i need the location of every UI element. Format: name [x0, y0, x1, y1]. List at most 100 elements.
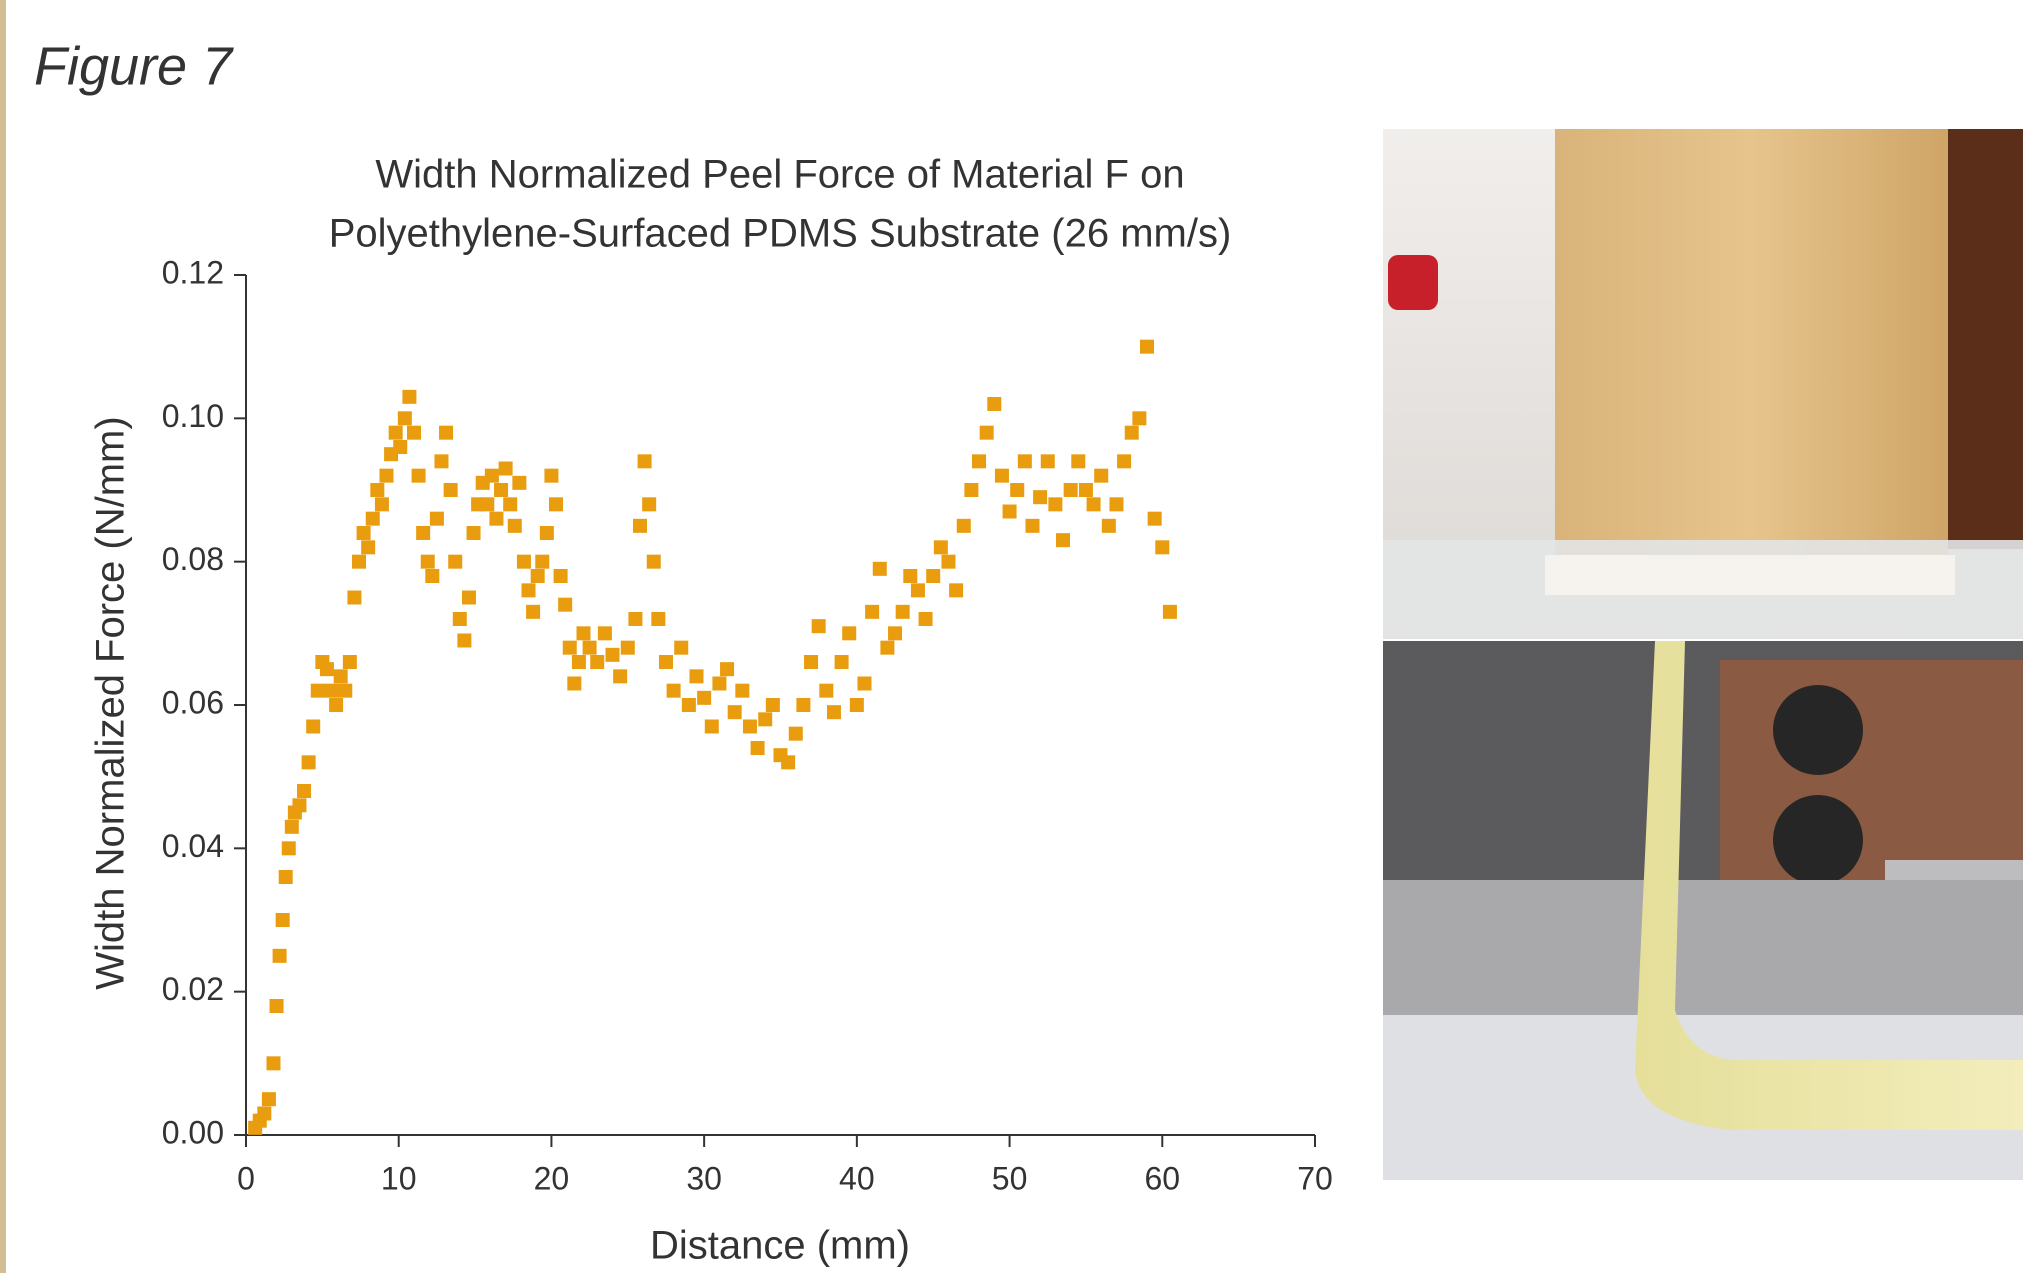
- data-point: [735, 683, 750, 698]
- data-point: [576, 626, 591, 641]
- photo-object: [1948, 129, 2023, 549]
- data-point: [406, 425, 421, 440]
- data-point: [365, 511, 380, 526]
- data-point: [697, 690, 712, 705]
- data-point: [987, 397, 1002, 411]
- data-point: [613, 669, 628, 684]
- data-point: [1025, 518, 1040, 533]
- side-border: [0, 0, 6, 1273]
- data-point: [429, 511, 444, 526]
- data-point: [266, 1056, 281, 1071]
- data-point: [880, 640, 895, 655]
- data-point: [1140, 339, 1155, 354]
- data-point: [1063, 483, 1078, 497]
- data-point: [750, 741, 765, 755]
- data-point: [865, 604, 880, 619]
- data-point: [681, 698, 696, 712]
- data-point: [857, 676, 872, 691]
- data-point: [338, 683, 353, 698]
- data-point: [964, 483, 979, 497]
- data-point: [521, 583, 536, 598]
- data-point: [284, 819, 299, 834]
- data-point: [297, 784, 312, 798]
- data-point: [370, 483, 385, 497]
- data-point: [310, 683, 325, 698]
- data-point: [275, 913, 290, 927]
- data-point: [388, 425, 403, 440]
- data-point: [526, 604, 541, 619]
- photo-object: [1388, 255, 1438, 310]
- y-tick-label: 0.10: [162, 398, 224, 434]
- data-point: [994, 468, 1009, 483]
- y-tick-label: 0.00: [162, 1114, 224, 1150]
- photo-top: [1383, 129, 2023, 639]
- y-axis-label: Width Normalized Force (N/mm): [89, 416, 133, 989]
- data-point: [674, 640, 689, 655]
- data-point: [530, 569, 545, 583]
- data-point: [949, 583, 964, 598]
- data-point: [1056, 533, 1071, 548]
- data-point: [704, 719, 719, 734]
- data-point: [457, 633, 472, 648]
- data-point: [319, 662, 334, 677]
- y-tick-label: 0.04: [162, 828, 224, 864]
- y-tick-label: 0.12: [162, 254, 224, 290]
- data-point: [926, 569, 941, 583]
- data-point: [347, 590, 362, 605]
- data-point: [489, 511, 504, 526]
- data-point: [425, 569, 440, 583]
- data-point: [269, 999, 284, 1013]
- data-point: [633, 518, 648, 533]
- x-tick-label: 40: [839, 1160, 875, 1196]
- data-point: [306, 719, 321, 734]
- x-axis-label: Distance (mm): [650, 1224, 910, 1268]
- x-tick-label: 50: [992, 1160, 1028, 1196]
- plot: Width Normalized Peel Force of Material …: [89, 153, 1333, 1268]
- data-point: [590, 655, 605, 669]
- data-point: [498, 461, 513, 476]
- data-point: [1010, 483, 1025, 497]
- figure-label: Figure 7: [34, 36, 234, 96]
- data-point: [796, 698, 811, 712]
- data-point: [742, 719, 757, 734]
- x-tick-label: 20: [534, 1160, 570, 1196]
- data-point: [956, 518, 971, 533]
- data-point: [727, 705, 742, 720]
- data-point: [301, 755, 316, 770]
- photo-sample: [1635, 641, 2023, 1130]
- data-point: [689, 669, 704, 684]
- data-point: [910, 583, 925, 598]
- data-point: [597, 626, 612, 641]
- data-point: [356, 526, 371, 540]
- data-point: [646, 554, 661, 569]
- data-point: [1002, 504, 1017, 519]
- data-point: [972, 454, 987, 469]
- data-point: [834, 655, 849, 669]
- chart-title: Width Normalized Peel Force of Material …: [375, 153, 1184, 197]
- data-point: [416, 526, 431, 540]
- data-point: [888, 626, 903, 641]
- data-point: [1101, 518, 1116, 533]
- data-point: [329, 698, 344, 712]
- x-tick-label: 60: [1144, 1160, 1180, 1196]
- y-tick-label: 0.08: [162, 541, 224, 577]
- data-point: [402, 389, 417, 404]
- data-point: [374, 497, 389, 512]
- data-point: [333, 669, 348, 684]
- data-point: [549, 497, 564, 512]
- data-point: [1071, 454, 1086, 469]
- x-tick-label: 30: [686, 1160, 722, 1196]
- data-point: [1078, 483, 1093, 497]
- data-point: [720, 662, 735, 677]
- data-point: [941, 554, 956, 569]
- photo-object: [1773, 795, 1863, 885]
- data-point: [516, 554, 531, 569]
- data-point: [582, 640, 597, 655]
- data-point: [842, 626, 857, 641]
- data-point: [1162, 604, 1177, 619]
- data-point: [804, 655, 819, 669]
- data-point: [658, 655, 673, 669]
- data-point: [420, 554, 435, 569]
- photo-sample: [1555, 129, 1948, 579]
